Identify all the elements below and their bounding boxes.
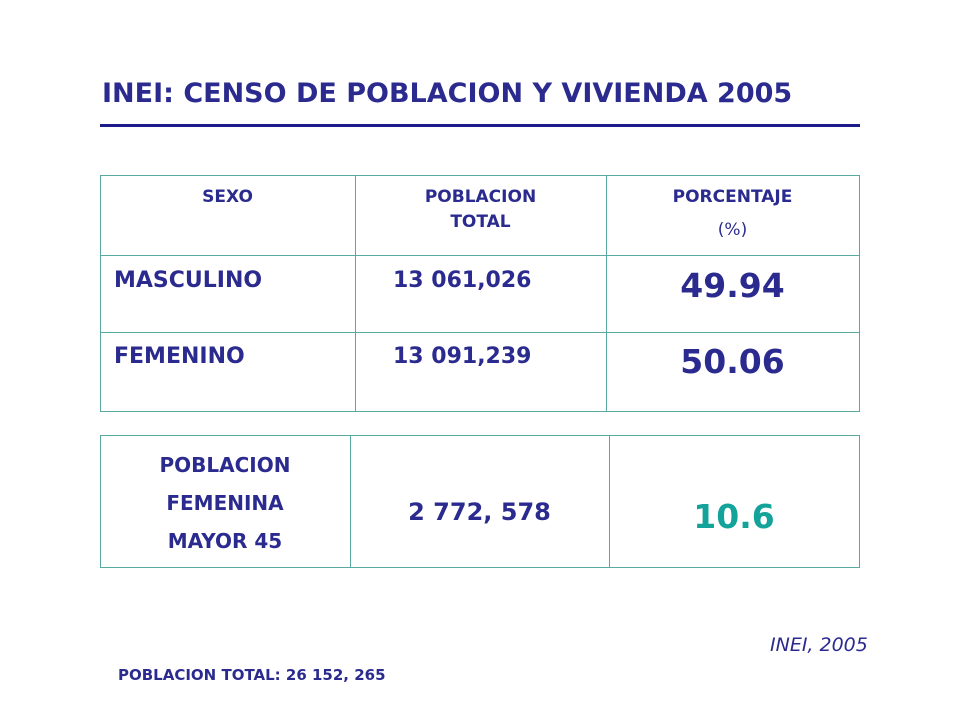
table2-border-right — [859, 435, 860, 568]
table2-column-divider — [609, 435, 610, 568]
female-over-45-porcentaje: 10.6 — [693, 497, 775, 536]
row-masculino-poblacion: 13 061,026 — [393, 268, 532, 293]
header-poblacion-total: POBLACION TOTAL — [355, 185, 606, 235]
row-masculino-porcentaje: 49.94 — [680, 266, 785, 305]
table-row-divider — [100, 255, 860, 256]
row-femenino-porcentaje: 50.06 — [680, 342, 785, 381]
header-porcentaje-line2: (%) — [717, 220, 748, 240]
female-over-45-label-line2: FEMENINA — [166, 491, 284, 515]
table2-border-left — [100, 435, 101, 568]
row-masculino-label: MASCULINO — [114, 268, 263, 293]
header-sexo: SEXO — [202, 187, 253, 207]
title-underline — [100, 124, 860, 127]
table-column-divider — [355, 175, 356, 412]
female-over-45-label: POBLACION FEMENINA MAYOR 45 — [100, 446, 350, 560]
page-title: INEI: CENSO DE POBLACION Y VIVIENDA 2005 — [102, 78, 793, 109]
table-border-top — [100, 175, 860, 176]
table-border-right — [859, 175, 860, 412]
table-column-divider — [606, 175, 607, 412]
table-row-divider — [100, 332, 860, 333]
row-femenino-poblacion: 13 091,239 — [393, 344, 532, 369]
female-over-45-poblacion: 2 772, 578 — [408, 498, 551, 526]
table2-column-divider — [350, 435, 351, 568]
row-femenino-label: FEMENINO — [114, 344, 245, 369]
header-porcentaje: PORCENTAJE (%) — [606, 185, 859, 243]
female-over-45-label-line1: POBLACION — [159, 453, 291, 477]
table2-border-top — [100, 435, 860, 436]
table2-border-bottom — [100, 567, 860, 568]
header-poblacion-line1: POBLACION — [424, 187, 537, 207]
source-citation: INEI, 2005 — [770, 634, 868, 656]
header-poblacion-line2: TOTAL — [450, 212, 511, 232]
header-porcentaje-line1: PORCENTAJE — [672, 187, 793, 207]
total-population-note: POBLACION TOTAL: 26 152, 265 — [118, 666, 386, 684]
table-border-bottom — [100, 411, 860, 412]
table-border-left — [100, 175, 101, 412]
female-over-45-label-line3: MAYOR 45 — [167, 529, 283, 553]
